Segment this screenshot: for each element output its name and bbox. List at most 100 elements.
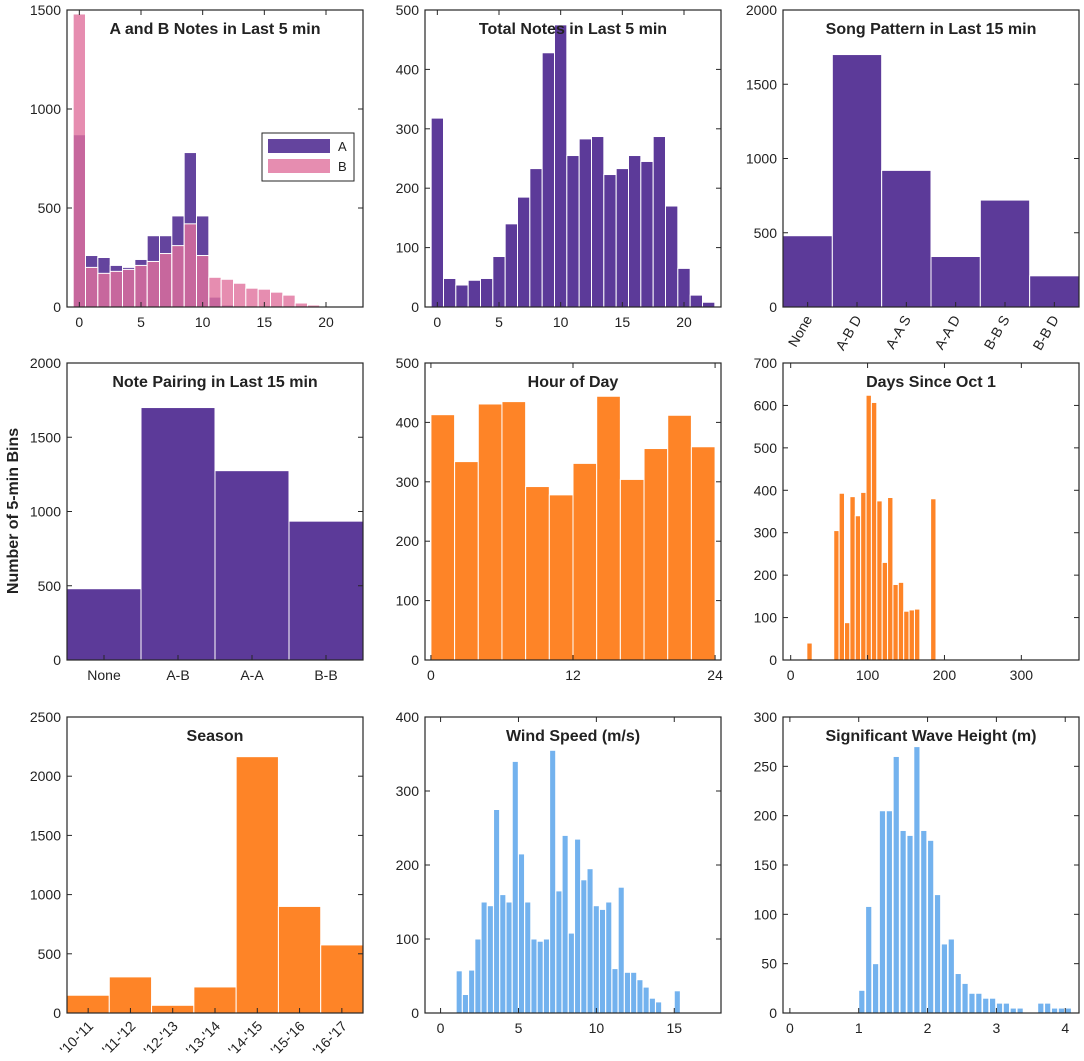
x-tick-label: 15	[615, 314, 631, 330]
bar-count-3	[474, 938, 482, 1014]
bar-count-1	[461, 994, 469, 1014]
x-tick-label: A-A	[240, 667, 264, 683]
chart-panel-4: 0 500 1000 1500 2000 None A-B A-A B-B Note Pairin…	[30, 355, 364, 683]
bar-count-5	[854, 515, 862, 661]
x-tick-label: B-B D	[1029, 313, 1062, 353]
bar-count-4	[849, 496, 856, 661]
y-tick-label: 500	[754, 440, 778, 456]
y-tick-label: 500	[38, 946, 62, 962]
chart-title: Total Notes in Last 5 min	[479, 21, 667, 38]
bar-count-6	[572, 462, 598, 661]
bar-total-16	[628, 155, 642, 308]
x-tick-label: 0	[787, 667, 795, 683]
bar-count-26	[1037, 1002, 1045, 1014]
bar-total-8	[529, 168, 543, 308]
bar-total-2	[455, 284, 469, 308]
y-tick-label: 0	[411, 1005, 419, 1021]
x-tick-label: 3	[992, 1020, 1000, 1036]
bar-count-11	[524, 901, 532, 1014]
axes-box	[424, 9, 722, 308]
bar-total-9	[541, 52, 556, 308]
bar-count-29	[1057, 1007, 1066, 1014]
bar-count-6	[320, 944, 364, 1014]
bar-count-0	[66, 588, 142, 661]
bar-b-14	[245, 287, 259, 308]
chart-title: Season	[187, 728, 244, 745]
bar-count-6	[493, 809, 501, 1014]
bar-count-10	[927, 839, 935, 1014]
bar-count-8	[870, 401, 878, 661]
y-tick-label: 2500	[30, 709, 61, 725]
chart-title: Note Pairing in Last 15 min	[112, 374, 317, 391]
x-tick-label: 10	[589, 1020, 605, 1036]
bar-count-10	[881, 561, 889, 661]
bar-b-16	[270, 291, 284, 308]
legend-swatch	[268, 139, 330, 153]
y-tick-label: 0	[769, 1005, 777, 1021]
x-tick-label: '13-'14	[183, 1018, 224, 1059]
bar-count-10	[517, 853, 526, 1014]
y-tick-label: 400	[754, 482, 778, 498]
bar-count-18	[982, 997, 990, 1014]
y-tick-label: 1500	[30, 429, 61, 445]
y-tick-label: 0	[53, 1005, 61, 1021]
chart-title: Days Since Oct 1	[866, 374, 996, 391]
bar-count-0	[806, 642, 813, 661]
bar-count-14	[903, 610, 910, 661]
y-tick-label: 250	[754, 758, 778, 774]
bar-count-11	[933, 894, 942, 1014]
bar-b-8	[171, 245, 185, 308]
chart-panel-3: 0 500 1000 1500 2000 None A-B D A-A S A-A D B-B S…	[746, 2, 1080, 353]
bar-count-9	[876, 500, 883, 661]
x-tick-label: B-B S	[980, 313, 1012, 353]
bar-count-20	[580, 879, 588, 1014]
bar-total-5	[492, 256, 506, 308]
y-tick-label: 100	[396, 931, 420, 947]
bar-count-1	[833, 530, 840, 661]
bar-total-3	[467, 279, 481, 308]
y-tick-label: 2000	[746, 2, 777, 18]
x-tick-label: 15	[666, 1020, 682, 1036]
bar-count-23	[1016, 1007, 1024, 1014]
bar-b-5	[134, 264, 148, 308]
bar-count-12	[530, 938, 538, 1014]
bar-count-22	[592, 905, 600, 1014]
bar-total-1	[443, 277, 457, 308]
y-tick-label: 1000	[30, 101, 61, 117]
bar-b-3	[109, 270, 123, 308]
bar-count-12	[940, 943, 949, 1014]
bar-count-12	[892, 583, 899, 661]
bar-count-4	[235, 756, 279, 1014]
bar-count-32	[655, 1001, 663, 1014]
x-tick-label: 5	[515, 1020, 523, 1036]
chart-title: Wind Speed (m/s)	[506, 728, 640, 745]
x-tick-label: 300	[1010, 667, 1034, 683]
bar-count-3	[501, 401, 527, 661]
bar-count-1	[831, 54, 883, 308]
x-tick-label: 5	[495, 314, 503, 330]
bar-count-15	[961, 982, 969, 1014]
bar-count-13	[947, 938, 955, 1014]
bar-count-14	[954, 973, 962, 1014]
bar-count-3	[844, 622, 851, 661]
bar-count-21	[586, 868, 594, 1014]
y-tick-label: 500	[754, 225, 778, 241]
x-tick-label: 200	[933, 667, 957, 683]
bar-total-21	[689, 294, 704, 308]
bar-count-27	[623, 971, 631, 1014]
bar-total-11	[566, 155, 580, 308]
y-tick-label: 300	[754, 709, 778, 725]
bar-count-15	[549, 749, 557, 1014]
y-tick-label: 100	[396, 593, 420, 609]
x-tick-label: 0	[433, 314, 441, 330]
x-tick-label: B-B	[314, 667, 337, 683]
bar-total-17	[640, 160, 654, 308]
bar-total-13	[591, 136, 605, 308]
y-tick-label: 1000	[30, 887, 61, 903]
bar-count-10	[667, 414, 692, 661]
bar-count-30	[642, 986, 650, 1014]
y-tick-label: 500	[396, 2, 420, 18]
x-tick-label: 10	[553, 314, 569, 330]
x-tick-label: 2	[924, 1020, 932, 1036]
x-tick-label: 20	[318, 314, 334, 330]
